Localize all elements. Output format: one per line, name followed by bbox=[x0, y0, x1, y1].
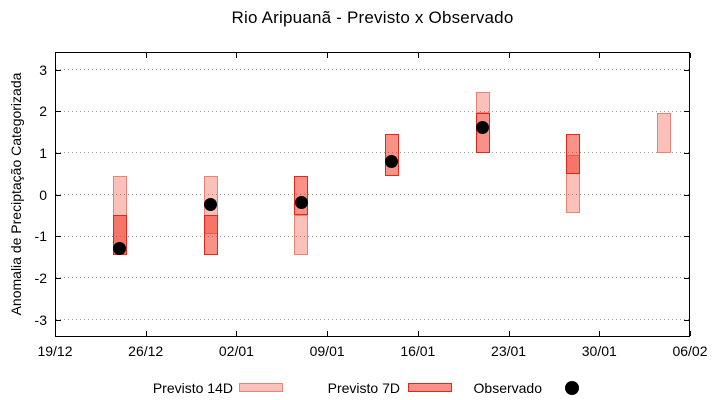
observed-point bbox=[113, 242, 127, 256]
forecast-7d-box bbox=[203, 215, 218, 255]
y-tick-label: -1 bbox=[34, 228, 47, 245]
x-tick-label: 02/01 bbox=[218, 343, 254, 359]
y-tick-left bbox=[56, 69, 61, 71]
gridline bbox=[56, 69, 689, 70]
chart-title: Rio Aripuanã - Previsto x Observado bbox=[231, 8, 514, 27]
y-tick-label: -3 bbox=[34, 311, 47, 328]
y-tick-label: -2 bbox=[34, 269, 47, 286]
legend-swatch-previsto-14d-icon bbox=[239, 383, 283, 392]
x-tick-label: 30/01 bbox=[581, 343, 617, 359]
gridline bbox=[56, 194, 689, 195]
x-tick-bottom bbox=[417, 331, 419, 336]
observed-point bbox=[294, 196, 308, 210]
observed-point bbox=[204, 198, 217, 212]
legend-label-previsto-14d: Previsto 14D bbox=[152, 380, 233, 396]
y-tick-left bbox=[56, 194, 61, 196]
gridline bbox=[56, 235, 689, 237]
y-tick-right bbox=[684, 277, 689, 279]
x-tick-top bbox=[55, 53, 56, 58]
forecast-14d-box bbox=[657, 113, 672, 153]
x-tick-top bbox=[599, 53, 601, 58]
x-tick-top bbox=[145, 53, 147, 58]
x-tick-bottom bbox=[327, 331, 329, 336]
y-tick-left bbox=[56, 111, 61, 113]
x-tick-label: 09/01 bbox=[309, 343, 345, 359]
y-tick-left bbox=[56, 236, 61, 238]
x-tick-top bbox=[236, 53, 238, 58]
x-tick-label: 19/12 bbox=[37, 343, 73, 359]
y-tick-left bbox=[56, 152, 61, 154]
x-tick-top bbox=[508, 53, 510, 58]
x-tick-label: 26/12 bbox=[128, 343, 164, 359]
legend-label-observado: Observado bbox=[473, 380, 542, 396]
x-tick-label: 23/01 bbox=[491, 343, 527, 359]
x-tick-label: 16/01 bbox=[400, 343, 436, 359]
y-tick-left bbox=[56, 277, 61, 279]
forecast-7d-box bbox=[566, 134, 581, 174]
y-tick-right bbox=[684, 319, 689, 321]
y-tick-right bbox=[684, 111, 689, 113]
y-tick-right bbox=[684, 69, 689, 71]
x-tick-bottom bbox=[690, 331, 691, 336]
observed-point bbox=[385, 154, 399, 168]
observed-point bbox=[476, 121, 490, 135]
y-tick-label: 3 bbox=[39, 61, 47, 78]
y-tick-label: 1 bbox=[39, 144, 47, 161]
x-tick-bottom bbox=[55, 331, 56, 336]
gridline bbox=[56, 277, 689, 279]
y-tick-right bbox=[684, 236, 689, 238]
x-tick-bottom bbox=[145, 331, 147, 336]
plot-frame bbox=[55, 52, 690, 337]
x-tick-bottom bbox=[236, 331, 238, 336]
y-tick-right bbox=[684, 152, 689, 154]
gridline bbox=[56, 152, 689, 154]
x-tick-bottom bbox=[508, 331, 510, 336]
gridline bbox=[56, 110, 689, 112]
legend-swatch-previsto-7d-icon bbox=[408, 383, 452, 392]
forecast-14d-box bbox=[294, 215, 309, 255]
y-tick-left bbox=[56, 319, 61, 321]
y-tick-label: 0 bbox=[39, 186, 47, 203]
legend-observado-dot-icon bbox=[565, 381, 579, 395]
forecast-14d-box bbox=[475, 92, 490, 114]
x-tick-top bbox=[690, 53, 691, 58]
y-tick-right bbox=[684, 194, 689, 196]
gridline bbox=[56, 319, 689, 320]
x-tick-top bbox=[417, 53, 419, 58]
x-tick-label: 06/02 bbox=[672, 343, 708, 359]
legend-label-previsto-7d: Previsto 7D bbox=[327, 380, 400, 396]
x-tick-top bbox=[327, 53, 329, 58]
x-tick-bottom bbox=[599, 331, 601, 336]
y-tick-label: 2 bbox=[39, 103, 47, 120]
